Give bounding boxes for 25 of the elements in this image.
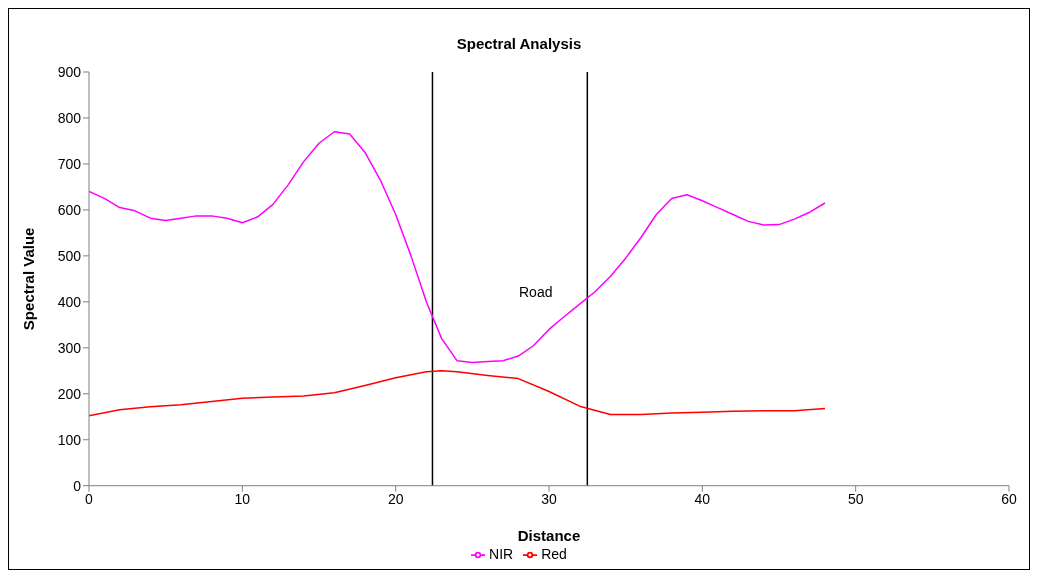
annotation: Road [519,284,553,300]
chart-title: Spectral Analysis [455,34,583,52]
x-tick-label: 0 [85,490,94,507]
x-tick-label: 30 [541,490,557,507]
x-tick-label: 40 [694,490,711,507]
y-tick-label: 400 [57,293,82,310]
x-tick-label: 20 [387,490,404,507]
legend-label: Red [541,545,567,562]
y-tick-label: 500 [57,247,82,264]
y-tick-label: 100 [57,431,82,448]
y-tick-label: 600 [57,201,82,218]
x-tick-label: 60 [1001,490,1017,507]
x-axis-title: Distance [517,526,581,544]
y-tick-label: 300 [57,339,82,356]
y-tick-label: 200 [57,385,82,402]
legend-label: NIR [489,545,514,562]
y-tick-label: 0 [73,477,82,494]
y-tick-label: 900 [57,63,82,80]
y-tick-label: 800 [57,109,82,126]
x-tick-label: 50 [847,490,864,507]
line-series [89,370,826,417]
y-axis-title: Spectral Value [20,227,38,331]
line-series [89,131,826,364]
y-tick-label: 700 [57,155,82,172]
x-tick-label: 10 [234,490,251,507]
